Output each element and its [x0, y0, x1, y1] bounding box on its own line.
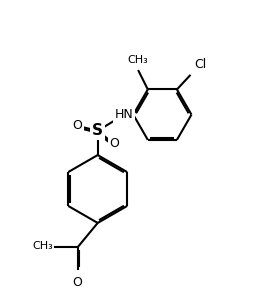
Text: O: O: [73, 276, 83, 289]
Text: Cl: Cl: [194, 58, 207, 71]
Text: CH₃: CH₃: [32, 240, 53, 250]
Text: HN: HN: [115, 108, 133, 121]
Text: O: O: [109, 137, 119, 150]
Text: CH₃: CH₃: [128, 55, 149, 65]
Text: O: O: [73, 119, 83, 133]
Text: S: S: [92, 123, 103, 138]
